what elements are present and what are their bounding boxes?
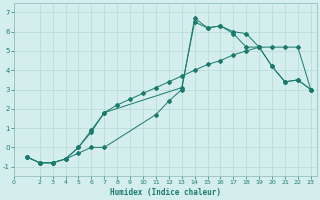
X-axis label: Humidex (Indice chaleur): Humidex (Indice chaleur) (110, 188, 221, 197)
